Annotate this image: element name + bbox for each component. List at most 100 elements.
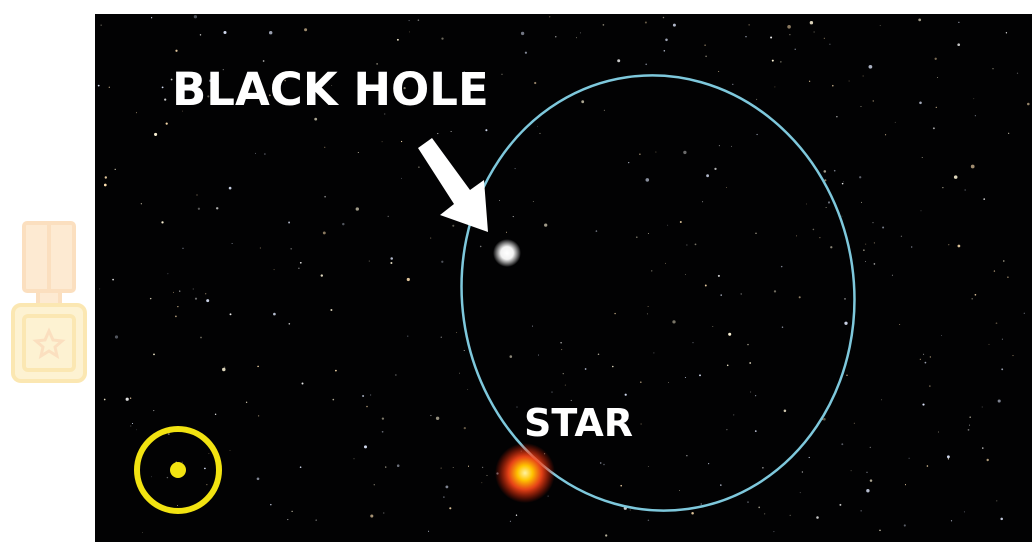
star-dot	[685, 377, 686, 378]
star-dot	[641, 423, 642, 424]
star-dot	[617, 59, 620, 62]
star-dot	[673, 24, 676, 27]
star-dot	[288, 222, 290, 224]
star-dot	[315, 519, 317, 521]
star-dot	[826, 207, 827, 208]
star-dot	[167, 273, 168, 274]
star-dot	[639, 153, 640, 154]
star-dot	[136, 112, 137, 113]
star-dot	[727, 365, 729, 367]
star-dot	[749, 362, 751, 364]
star-dot	[708, 463, 709, 464]
star-dot	[167, 477, 168, 478]
star-dot	[130, 425, 131, 426]
star-dot	[177, 505, 178, 506]
star-dot	[1003, 260, 1004, 261]
star-dot	[936, 107, 937, 108]
star-dot	[603, 24, 605, 26]
star-dot	[525, 52, 527, 54]
star-dot	[561, 349, 562, 350]
star-dot	[755, 395, 756, 396]
star-dot	[132, 423, 133, 424]
star	[495, 443, 555, 503]
star-dot	[842, 183, 844, 185]
star-dot	[620, 485, 622, 487]
star-dot	[614, 313, 615, 314]
star-dot	[232, 243, 233, 244]
star-dot	[741, 293, 742, 294]
star-dot	[1012, 355, 1013, 356]
star-dot	[810, 21, 813, 24]
star-dot	[166, 123, 168, 125]
star-dot	[971, 298, 973, 300]
star-dot	[941, 335, 942, 336]
star-dot	[585, 368, 587, 370]
star-dot	[487, 475, 488, 476]
star-dot	[115, 335, 118, 338]
star-dot	[1008, 133, 1009, 134]
star-dot	[401, 141, 402, 142]
star-dot	[499, 200, 500, 201]
star-dot	[745, 36, 746, 37]
star-dot	[881, 399, 882, 400]
star-dot	[164, 99, 166, 101]
star-dot	[205, 293, 206, 294]
star-dot	[844, 298, 846, 300]
star-dot	[452, 225, 454, 227]
star-dot	[101, 25, 102, 26]
star-dot	[720, 484, 722, 486]
star-dot	[292, 511, 293, 512]
star-dot	[370, 395, 371, 396]
star-dot	[223, 31, 226, 34]
star-dot	[764, 513, 765, 514]
star-dot	[555, 36, 556, 37]
star-dot	[747, 501, 749, 503]
star-dot	[705, 56, 707, 58]
star-dot	[385, 466, 386, 467]
star-dot	[441, 261, 443, 263]
star-dot	[842, 216, 843, 217]
star-dot	[196, 194, 197, 195]
star-dot	[964, 511, 965, 512]
star-dot	[830, 246, 832, 248]
sun-symbol-dot	[170, 462, 186, 478]
star-dot	[870, 447, 871, 448]
star-dot	[774, 86, 775, 87]
star-dot	[1001, 368, 1003, 370]
star-dot	[506, 232, 507, 233]
star-dot	[175, 315, 177, 317]
star-dot	[965, 190, 966, 191]
star-dot	[911, 246, 912, 247]
star-dot	[390, 257, 393, 260]
star-dot	[882, 226, 884, 228]
star-dot	[98, 85, 100, 87]
star-dot	[998, 399, 1001, 402]
star-dot	[1024, 313, 1025, 314]
star-dot	[182, 248, 183, 249]
star-dot	[720, 294, 721, 295]
star-dot	[397, 464, 400, 467]
star-dot	[229, 187, 232, 190]
star-dot	[596, 230, 598, 232]
star-dot	[407, 278, 410, 281]
star-dot	[870, 479, 873, 482]
star-dot	[449, 507, 451, 509]
star-dot	[141, 203, 142, 204]
star-dot	[409, 31, 410, 32]
star-dot	[104, 399, 106, 401]
star-dot	[636, 236, 638, 238]
star-dot	[216, 207, 218, 209]
star-dot	[538, 355, 539, 356]
star-dot	[224, 367, 225, 368]
star-dot	[453, 467, 454, 468]
star-dot	[922, 157, 923, 158]
star-dot	[437, 133, 438, 134]
star-dot	[901, 236, 902, 237]
star-dot	[269, 31, 272, 34]
star-dot	[994, 270, 995, 271]
star-dot	[691, 512, 694, 515]
star-dot	[839, 504, 841, 506]
star-dot	[230, 450, 231, 451]
star-dot	[628, 162, 629, 163]
star-dot	[885, 134, 886, 135]
